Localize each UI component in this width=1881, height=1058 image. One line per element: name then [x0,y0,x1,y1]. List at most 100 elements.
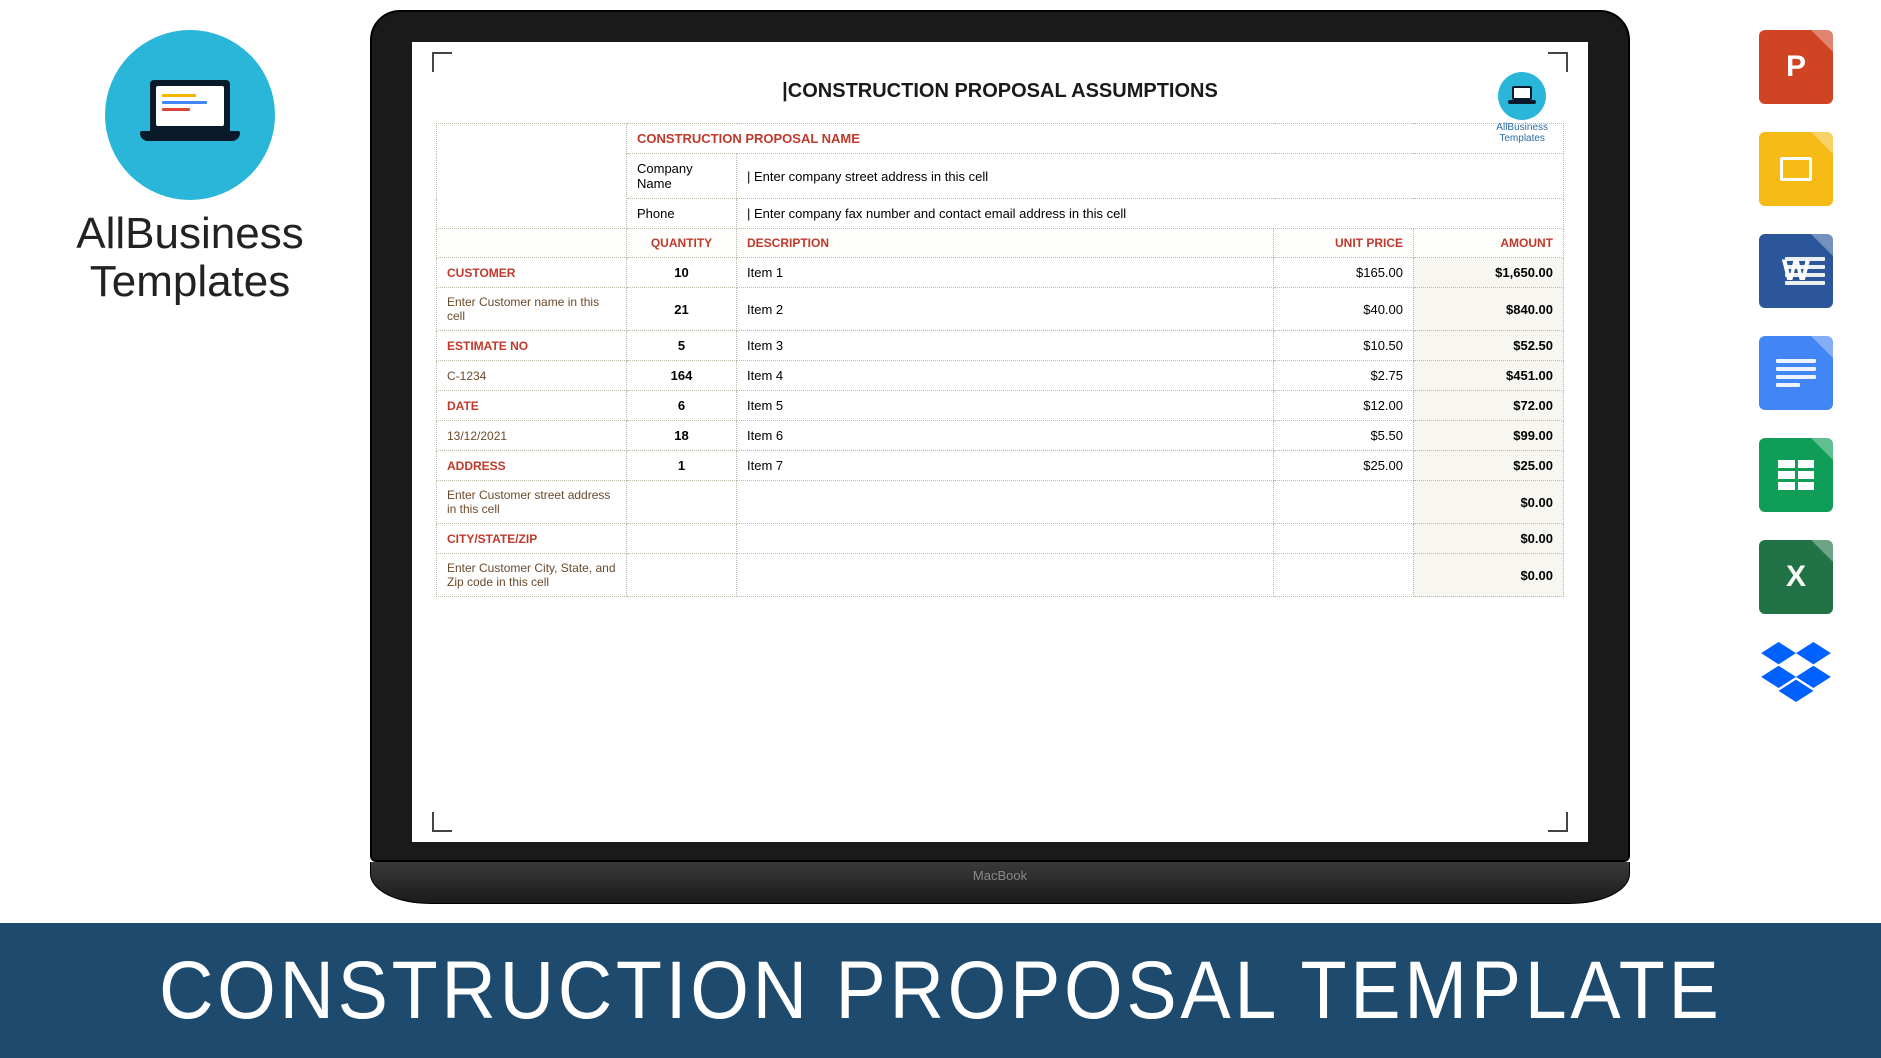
unit-price-cell [1274,481,1414,524]
unit-price-cell: $2.75 [1274,361,1414,391]
google-sheets-icon [1759,438,1833,512]
proposal-table: CONSTRUCTION PROPOSAL NAME Company Name … [436,123,1564,597]
amount-cell: $1,650.00 [1414,258,1564,288]
unit-price-cell: $165.00 [1274,258,1414,288]
side-label: CUSTOMER [437,258,627,288]
google-slides-icon [1759,132,1833,206]
qty-cell: 18 [627,421,737,451]
amount-cell: $0.00 [1414,554,1564,597]
company-logo-placeholder [437,124,627,229]
doc-brand-small: AllBusiness Templates [1496,72,1548,144]
table-row: Enter Customer street address in this ce… [437,481,1564,524]
amount-cell: $99.00 [1414,421,1564,451]
brand-line1: AllBusiness [76,209,303,258]
title-banner: CONSTRUCTION PROPOSAL TEMPLATE [0,923,1881,1058]
desc-cell: Item 2 [737,288,1274,331]
desc-cell: Item 5 [737,391,1274,421]
crop-mark [432,812,452,832]
desc-cell: Item 6 [737,421,1274,451]
header-description: DESCRIPTION [737,229,1274,258]
banner-text: CONSTRUCTION PROPOSAL TEMPLATE [159,944,1723,1038]
macbook-base: MacBook [370,862,1630,904]
amount-cell: $0.00 [1414,481,1564,524]
table-row: ESTIMATE NO5Item 3$10.50$52.50 [437,331,1564,361]
table-row: DATE6Item 5$12.00$72.00 [437,391,1564,421]
desc-cell [737,524,1274,554]
google-docs-icon [1759,336,1833,410]
table-row: ADDRESS1Item 7$25.00$25.00 [437,451,1564,481]
desc-cell [737,481,1274,524]
desc-cell [737,554,1274,597]
phone-cell: | Enter company fax number and contact e… [737,199,1564,229]
unit-price-cell: $25.00 [1274,451,1414,481]
qty-cell [627,524,737,554]
qty-cell: 6 [627,391,737,421]
side-label: CITY/STATE/ZIP [437,524,627,554]
company-name-label: Company Name [627,154,737,199]
brand-line2: Templates [90,257,291,306]
side-label: ADDRESS [437,451,627,481]
amount-cell: $52.50 [1414,331,1564,361]
document-title: |CONSTRUCTION PROPOSAL ASSUMPTIONS [436,80,1564,103]
brand-logo-circle [105,30,275,200]
macbook-frame: AllBusiness Templates |CONSTRUCTION PROP… [370,10,1630,862]
phone-label: Phone [627,199,737,229]
brand-logo: AllBusiness Templates [60,30,320,307]
desc-cell: Item 7 [737,451,1274,481]
document-screen: AllBusiness Templates |CONSTRUCTION PROP… [412,42,1588,842]
desc-cell: Item 1 [737,258,1274,288]
qty-cell: 21 [627,288,737,331]
unit-price-cell: $5.50 [1274,421,1414,451]
crop-mark [432,52,452,72]
side-label: 13/12/2021 [437,421,627,451]
side-label: Enter Customer name in this cell [437,288,627,331]
table-row: CITY/STATE/ZIP $0.00 [437,524,1564,554]
header-amount: AMOUNT [1414,229,1564,258]
laptop-icon [140,80,240,150]
amount-cell: $0.00 [1414,524,1564,554]
header-quantity: QUANTITY [627,229,737,258]
header-unit-price: UNIT PRICE [1274,229,1414,258]
unit-price-cell [1274,524,1414,554]
side-label: ESTIMATE NO [437,331,627,361]
crop-mark [1548,52,1568,72]
qty-cell: 10 [627,258,737,288]
side-label: Enter Customer City, State, and Zip code… [437,554,627,597]
proposal-name-label: CONSTRUCTION PROPOSAL NAME [627,124,1564,154]
table-row: Enter Customer name in this cell21Item 2… [437,288,1564,331]
macbook-label: MacBook [973,868,1027,883]
side-label: C-1234 [437,361,627,391]
brand-name: AllBusiness Templates [60,210,320,307]
table-row: 13/12/202118Item 6$5.50$99.00 [437,421,1564,451]
doc-brand-label: AllBusiness Templates [1496,122,1548,144]
app-icons-column: P W X [1751,30,1841,707]
table-row: CUSTOMER10Item 1$165.00$1,650.00 [437,258,1564,288]
table-row: Enter Customer City, State, and Zip code… [437,554,1564,597]
unit-price-cell: $40.00 [1274,288,1414,331]
excel-icon: X [1759,540,1833,614]
side-label: DATE [437,391,627,421]
amount-cell: $840.00 [1414,288,1564,331]
side-label: Enter Customer street address in this ce… [437,481,627,524]
qty-cell [627,481,737,524]
company-address-cell: | Enter company street address in this c… [737,154,1564,199]
word-icon: W [1759,234,1833,308]
qty-cell: 164 [627,361,737,391]
powerpoint-icon: P [1759,30,1833,104]
crop-mark [1548,812,1568,832]
unit-price-cell [1274,554,1414,597]
amount-cell: $451.00 [1414,361,1564,391]
dropbox-icon [1761,642,1831,707]
desc-cell: Item 4 [737,361,1274,391]
macbook-mockup: AllBusiness Templates |CONSTRUCTION PROP… [370,10,1630,904]
qty-cell: 1 [627,451,737,481]
side-header-blank [437,229,627,258]
amount-cell: $25.00 [1414,451,1564,481]
qty-cell [627,554,737,597]
qty-cell: 5 [627,331,737,361]
table-row: C-1234164Item 4$2.75$451.00 [437,361,1564,391]
unit-price-cell: $10.50 [1274,331,1414,361]
unit-price-cell: $12.00 [1274,391,1414,421]
desc-cell: Item 3 [737,331,1274,361]
amount-cell: $72.00 [1414,391,1564,421]
